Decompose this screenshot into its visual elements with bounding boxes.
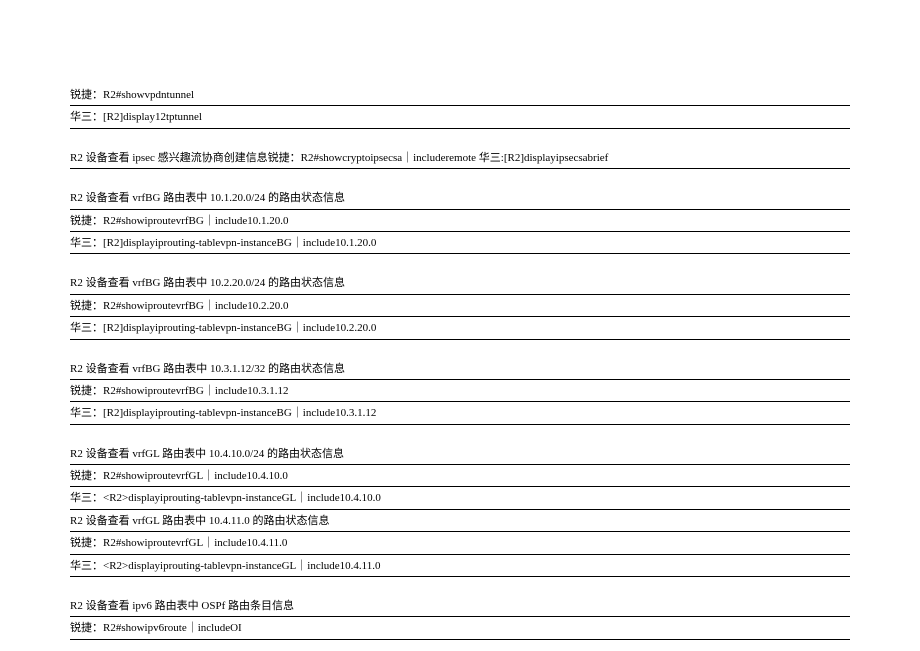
text-line: 锐捷：R2#showiproutevrfBG｜include10.1.20.0 xyxy=(70,214,850,232)
text-line: R2 设备查看 vrfGL 路由表中 10.4.10.0/24 的路由状态信息 xyxy=(70,447,850,465)
text-line: 锐捷：R2#showiproutevrfGL｜include10.4.11.0 xyxy=(70,536,850,554)
text-line: 华三：<R2>displayiprouting-tablevpn-instanc… xyxy=(70,491,850,509)
text-line: 锐捷：R2#showiproutevrfBG｜include10.2.20.0 xyxy=(70,299,850,317)
text-line: 锐捷：R2#showvpdntunnel xyxy=(70,88,850,106)
text-line: 华三：[R2]displayiprouting-tablevpn-instanc… xyxy=(70,236,850,254)
paragraph-gap xyxy=(70,429,850,447)
text-line: R2 设备查看 vrfGL 路由表中 10.4.11.0 的路由状态信息 xyxy=(70,514,850,532)
text-line: 华三：[R2]displayiprouting-tablevpn-instanc… xyxy=(70,406,850,424)
text-line: 锐捷：R2#showiproutevrfBG｜include10.3.1.12 xyxy=(70,384,850,402)
text-line: 锐捷：R2#showipv6route｜includeOI xyxy=(70,621,850,639)
paragraph-gap xyxy=(70,173,850,191)
paragraph-gap xyxy=(70,581,850,599)
paragraph-gap xyxy=(70,344,850,362)
text-line: 锐捷：R2#showiproutevrfGL｜include10.4.10.0 xyxy=(70,469,850,487)
text-line: R2 设备查看 ipsec 感兴趣流协商创建信息锐捷：R2#showcrypto… xyxy=(70,151,850,169)
document-content: 锐捷：R2#showvpdntunnel 华三：[R2]display12tptu… xyxy=(70,88,850,640)
paragraph-gap xyxy=(70,258,850,276)
text-line: R2 设备查看 vrfBG 路由表中 10.1.20.0/24 的路由状态信息 xyxy=(70,191,850,209)
paragraph-gap xyxy=(70,133,850,151)
text-line: R2 设备查看 vrfBG 路由表中 10.3.1.12/32 的路由状态信息 xyxy=(70,362,850,380)
text-line: 华三：[R2]display12tptunnel xyxy=(70,110,850,128)
text-line: 华三：<R2>displayiprouting-tablevpn-instanc… xyxy=(70,559,850,577)
text-line: R2 设备查看 vrfBG 路由表中 10.2.20.0/24 的路由状态信息 xyxy=(70,276,850,294)
text-line: R2 设备查看 ipv6 路由表中 OSPf 路由条目信息 xyxy=(70,599,850,617)
text-line: 华三：[R2]displayiprouting-tablevpn-instanc… xyxy=(70,321,850,339)
